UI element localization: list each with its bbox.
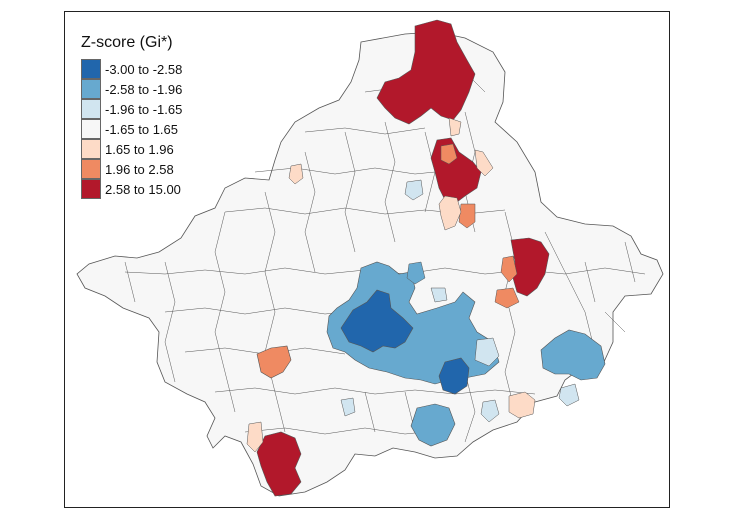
coldspot-central-region <box>326 261 500 385</box>
legend-row: 1.65 to 1.96 <box>81 139 182 159</box>
legend-swatch <box>81 59 101 79</box>
legend-label: 1.65 to 1.96 <box>105 141 174 157</box>
legend-swatch <box>81 179 101 199</box>
orange-east-b <box>494 287 520 309</box>
legend-swatch <box>81 99 101 119</box>
hotspot-north <box>376 19 476 125</box>
orange-north-b <box>458 203 476 229</box>
map-legend: Z-score (Gi*) -3.00 to -2.58 -2.58 to -1.… <box>81 34 182 199</box>
coldspot-south-light <box>480 399 500 423</box>
legend-swatch <box>81 79 101 99</box>
city-base-outline <box>76 31 664 497</box>
legend-label: -2.58 to -1.96 <box>105 81 183 97</box>
coldspot-south-core <box>438 357 470 395</box>
light-red-north-b <box>474 149 494 177</box>
legend-label: 2.58 to 15.00 <box>105 181 181 197</box>
coldspot-central-core <box>340 289 414 353</box>
legend-row: -1.96 to -1.65 <box>81 99 182 119</box>
coldspot-central-light-b <box>474 337 500 367</box>
orange-west <box>256 345 292 379</box>
orange-east-a <box>500 255 518 283</box>
legend-row: -3.00 to -2.58 <box>81 59 182 79</box>
map-frame: Z-score (Gi*) -3.00 to -2.58 -2.58 to -1.… <box>64 11 670 508</box>
light-blue-north <box>404 179 424 201</box>
coldspot-east <box>540 329 606 381</box>
legend-row: 1.96 to 2.58 <box>81 159 182 179</box>
choropleth-map <box>76 19 664 497</box>
legend-entries: -3.00 to -2.58 -2.58 to -1.96 -1.96 to -1.… <box>81 59 182 199</box>
light-red-north-c <box>288 163 304 185</box>
legend-swatch <box>81 119 101 139</box>
legend-label: -3.00 to -2.58 <box>105 61 183 77</box>
orange-north-a <box>440 143 458 165</box>
coldspot-northwest-patch <box>406 261 426 285</box>
light-red-north-d <box>438 195 462 231</box>
legend-row: -2.58 to -1.96 <box>81 79 182 99</box>
legend-label: 1.96 to 2.58 <box>105 161 174 177</box>
legend-swatch <box>81 159 101 179</box>
hotspot-southwest <box>256 431 302 497</box>
light-red-southwest <box>246 421 264 453</box>
legend-label: -1.96 to -1.65 <box>105 101 183 117</box>
legend-row: -1.65 to 1.65 <box>81 119 182 139</box>
coldspot-east-light <box>558 383 580 407</box>
legend-row: 2.58 to 15.00 <box>81 179 182 199</box>
coldspot-south <box>410 403 456 447</box>
coldspot-central-light <box>430 287 448 303</box>
light-red-north-a <box>448 117 462 137</box>
legend-swatch <box>81 139 101 159</box>
legend-title: Z-score (Gi*) <box>81 34 173 51</box>
legend-label: -1.65 to 1.65 <box>105 121 178 137</box>
coldspot-southwest-light <box>340 397 356 417</box>
light-red-southeast <box>508 391 536 419</box>
